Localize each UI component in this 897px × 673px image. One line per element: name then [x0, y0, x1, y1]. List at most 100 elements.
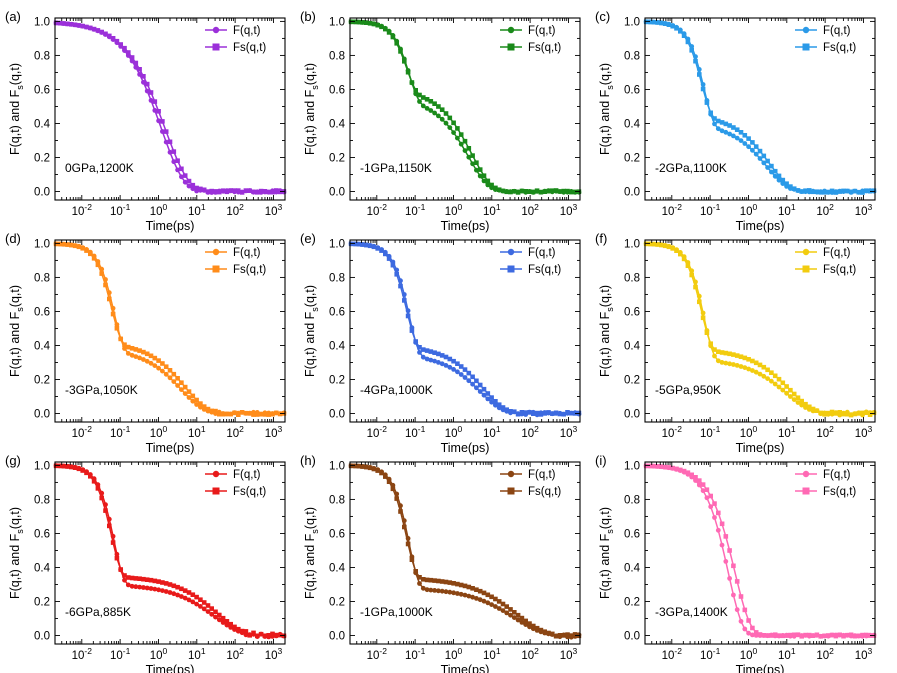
y-tick-label: 0.2	[329, 152, 345, 164]
y-tick-label: 1.0	[624, 238, 640, 250]
marker-circle	[167, 375, 173, 381]
x-tick-base: 10	[445, 428, 458, 440]
marker-square	[519, 615, 525, 621]
marker-square	[375, 468, 380, 473]
marker-square	[485, 178, 491, 184]
marker-circle	[160, 588, 165, 593]
marker-circle	[198, 604, 203, 609]
marker-square	[814, 189, 820, 194]
x-tick-exponent: 2	[829, 202, 834, 212]
marker-square	[458, 582, 464, 588]
legend-label: F(q,t)	[823, 247, 851, 259]
marker-square	[57, 463, 63, 469]
marker-circle	[466, 593, 472, 599]
marker-square	[262, 189, 268, 194]
legend-label: Fs(q,t)	[528, 264, 561, 276]
marker-square	[163, 581, 169, 586]
marker-square	[148, 577, 154, 583]
marker-square	[512, 189, 517, 194]
marker-square	[662, 464, 668, 470]
marker-square	[126, 575, 131, 580]
x-axis-label: Time(ps)	[441, 219, 490, 233]
marker-square	[447, 115, 453, 121]
marker-circle	[443, 120, 449, 126]
marker-square	[542, 189, 547, 194]
y-tick-label: 0.6	[329, 528, 345, 540]
x-tick-exponent: 1	[201, 424, 206, 434]
marker-square	[95, 262, 101, 268]
marker-square	[689, 472, 694, 478]
marker-square	[352, 463, 358, 469]
x-tick-exponent: -2	[84, 424, 92, 434]
x-tick-exponent: 1	[201, 202, 206, 212]
marker-square	[57, 20, 63, 26]
marker-square	[356, 19, 361, 25]
x-tick-exponent: 2	[239, 646, 244, 656]
marker-circle	[163, 139, 169, 145]
x-tick-exponent: 2	[534, 424, 539, 434]
x-tick-base: 10	[560, 206, 573, 218]
marker-square	[455, 126, 460, 131]
marker-square	[95, 28, 101, 33]
marker-square	[542, 629, 547, 634]
marker-square	[784, 181, 789, 186]
marker-square	[565, 188, 570, 194]
y-axis-label-sub: s	[310, 529, 320, 534]
marker-circle	[485, 600, 491, 606]
marker-square	[364, 242, 369, 248]
marker-square	[141, 349, 146, 355]
x-tick-base: 10	[367, 650, 380, 662]
marker-square	[655, 20, 660, 25]
marker-square	[678, 29, 683, 34]
marker-square	[251, 412, 256, 417]
marker-circle	[144, 88, 150, 94]
marker-circle	[439, 116, 445, 122]
marker-circle	[738, 364, 744, 369]
y-axis-label-sub: s	[605, 307, 615, 312]
marker-square	[757, 362, 763, 368]
marker-square	[160, 119, 165, 124]
panel-label: (g)	[5, 453, 21, 468]
legend-marker-square	[507, 487, 515, 495]
marker-square	[788, 632, 793, 638]
marker-square	[239, 410, 245, 415]
marker-square	[474, 587, 479, 592]
y-axis-label-sub: s	[15, 307, 25, 312]
marker-square	[693, 58, 698, 64]
marker-square	[129, 575, 135, 581]
marker-square	[160, 580, 165, 585]
panel-c: 0.00.20.40.60.81.010-2 10-1 100 101 102 103Ti…	[595, 9, 877, 233]
marker-square	[565, 632, 570, 637]
x-tick-label: 10-2	[367, 424, 388, 440]
y-tick-label: 1.0	[329, 238, 345, 250]
marker-square	[167, 139, 173, 145]
marker-circle	[167, 590, 173, 595]
marker-square	[375, 246, 380, 251]
y-tick-label: 0.0	[624, 408, 640, 420]
marker-square	[523, 189, 528, 194]
x-tick-exponent: -1	[123, 424, 131, 434]
marker-square	[436, 351, 441, 357]
marker-circle	[470, 161, 475, 167]
marker-square	[360, 464, 365, 469]
marker-square	[451, 120, 456, 126]
marker-square	[546, 410, 551, 415]
marker-circle	[719, 360, 725, 365]
x-tick-base: 10	[265, 428, 278, 440]
x-tick-exponent: -1	[123, 646, 131, 656]
marker-square	[118, 42, 123, 47]
marker-square	[107, 296, 112, 302]
marker-square	[405, 313, 411, 319]
marker-square	[810, 406, 816, 412]
marker-square	[439, 579, 445, 584]
x-tick-exponent: 3	[867, 424, 872, 434]
legend-marker-square	[212, 43, 220, 51]
y-tick-label: 0.6	[624, 528, 640, 540]
marker-circle	[704, 495, 710, 501]
x-tick-base: 10	[405, 650, 418, 662]
marker-square	[474, 160, 479, 165]
panel-h: 0.00.20.40.60.81.010-2 10-1 100 101 102 103Ti…	[300, 453, 582, 673]
marker-square	[700, 86, 706, 92]
panel-label: (b)	[300, 9, 316, 24]
marker-square	[481, 590, 487, 596]
